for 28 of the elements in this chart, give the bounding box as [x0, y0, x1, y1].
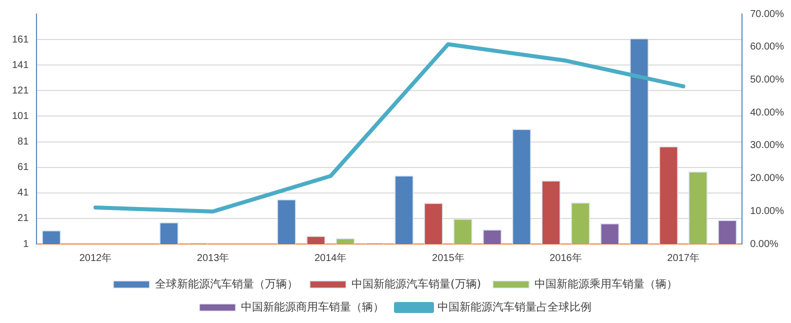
- y-tick-label: 121: [12, 85, 30, 96]
- y-tick-label: 101: [12, 110, 30, 122]
- x-tick-label: 2012年: [79, 252, 112, 264]
- x-tick-label: 2017年: [667, 252, 700, 264]
- x-tick-label: 2015年: [432, 252, 464, 264]
- legend-label: 全球新能源汽车销量（万辆）: [154, 277, 298, 290]
- y-tick-label: 41: [18, 188, 30, 199]
- y-tick-label: 141: [12, 60, 30, 71]
- y-tick-label: 61: [18, 162, 30, 174]
- y2-tick-label: 30.00%: [750, 140, 784, 152]
- legend-label: 中国新能源汽车销量占全球比例: [438, 300, 592, 314]
- y-tick-label: 81: [18, 136, 30, 148]
- y2-tick-label: 40.00%: [750, 107, 784, 118]
- legend-label: 中国新能源乘用车销量（辆）: [534, 277, 678, 290]
- y2-tick-label: 0.00%: [750, 238, 779, 250]
- x-tick-label: 2014年: [314, 252, 347, 264]
- y2-tick-label: 60.00%: [750, 42, 784, 53]
- y2-tick-label: 70.00%: [750, 8, 784, 20]
- x-tick-label: 2013年: [196, 252, 230, 264]
- legend-label: 中国新能源汽车销量(万辆): [351, 277, 482, 290]
- y2-tick-label: 50.00%: [750, 74, 784, 86]
- legend-label: 中国新能源商用车销量（辆）: [241, 300, 384, 314]
- y2-tick-label: 20.00%: [750, 173, 784, 184]
- y2-tick-label: 10.00%: [750, 206, 784, 217]
- x-tick-label: 2016年: [550, 252, 582, 264]
- y-tick-label: 21: [18, 213, 30, 224]
- y-tick-label: 1: [23, 238, 30, 250]
- y-tick-label: 161: [12, 34, 30, 46]
